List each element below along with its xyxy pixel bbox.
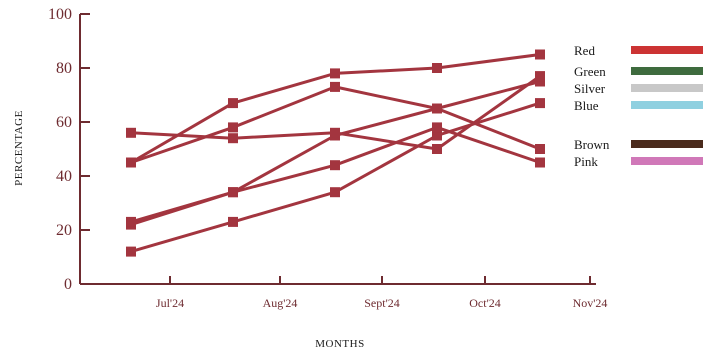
data-point bbox=[228, 133, 238, 144]
legend-swatch bbox=[631, 67, 703, 75]
legend-label: Pink bbox=[574, 154, 598, 169]
data-point bbox=[330, 187, 340, 198]
data-point bbox=[228, 122, 238, 133]
x-tick-label: Oct'24 bbox=[469, 296, 501, 310]
x-tick-label: Aug'24 bbox=[263, 296, 298, 310]
legend-swatch bbox=[631, 101, 703, 109]
data-point bbox=[432, 63, 442, 73]
data-point bbox=[432, 122, 442, 133]
legend: Red Green Silver Blue Brown Pink bbox=[574, 43, 703, 169]
data-point bbox=[535, 144, 545, 154]
y-tick-label: 80 bbox=[56, 60, 72, 77]
data-point bbox=[432, 103, 442, 114]
y-axis-label: PERCENTAGE bbox=[13, 110, 25, 186]
data-point bbox=[228, 216, 238, 227]
series-layer bbox=[126, 49, 545, 257]
axes: 0 20 40 60 80 100 Jul'24 Aug'24 Sept'24 Oct'24 Nov… bbox=[48, 6, 607, 310]
data-point bbox=[432, 130, 442, 141]
y-tick-label: 100 bbox=[48, 6, 72, 23]
data-point bbox=[330, 160, 340, 171]
y-tick-label: 20 bbox=[56, 222, 72, 239]
x-tick-label: Sept'24 bbox=[364, 296, 400, 310]
data-point bbox=[432, 144, 442, 154]
legend-label: Brown bbox=[574, 137, 610, 152]
series-5 bbox=[126, 49, 545, 168]
y-tick-label: 0 bbox=[64, 276, 72, 293]
data-point bbox=[535, 71, 545, 82]
legend-swatch bbox=[631, 157, 703, 165]
data-point bbox=[330, 81, 340, 92]
data-point bbox=[535, 157, 545, 168]
x-axis-label: MONTHS bbox=[315, 338, 364, 350]
x-tick-label: Jul'24 bbox=[156, 296, 184, 310]
legend-swatch bbox=[631, 46, 703, 54]
data-point bbox=[228, 98, 238, 109]
legend-label: Green bbox=[574, 64, 606, 79]
data-point bbox=[126, 246, 136, 257]
x-tick-label: Nov'24 bbox=[573, 296, 608, 310]
series-1 bbox=[126, 81, 545, 168]
data-point bbox=[535, 49, 545, 60]
legend-swatch bbox=[631, 84, 703, 92]
y-tick-label: 40 bbox=[56, 168, 72, 185]
legend-label: Blue bbox=[574, 98, 599, 113]
data-point bbox=[535, 98, 545, 109]
data-point bbox=[330, 68, 340, 79]
data-point bbox=[126, 157, 136, 168]
y-tick-label: 60 bbox=[56, 114, 72, 131]
data-point bbox=[228, 187, 238, 198]
legend-label: Red bbox=[574, 43, 595, 58]
data-point bbox=[126, 216, 136, 227]
series-2 bbox=[126, 76, 545, 230]
legend-label: Silver bbox=[574, 81, 606, 96]
series-6 bbox=[126, 122, 545, 227]
data-point bbox=[126, 127, 136, 138]
data-point bbox=[535, 76, 545, 87]
series-4 bbox=[126, 98, 545, 257]
data-point bbox=[330, 127, 340, 138]
legend-swatch bbox=[631, 140, 703, 148]
